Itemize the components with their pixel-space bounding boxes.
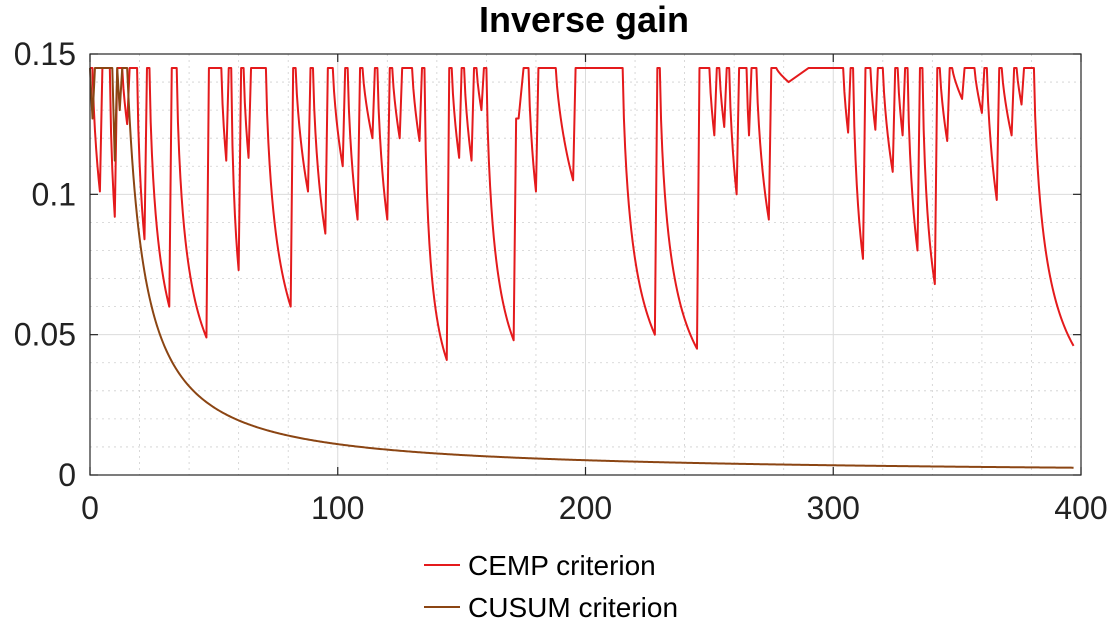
grid	[90, 54, 1081, 475]
x-tick-label: 100	[311, 490, 364, 526]
series-lines	[89, 67, 1075, 469]
legend-label-cusum: CUSUM criterion	[468, 592, 678, 623]
x-tick-label: 400	[1054, 490, 1107, 526]
chart-title: Inverse gain	[479, 0, 689, 40]
x-tick-label: 200	[559, 490, 612, 526]
legend-label-cemp: CEMP criterion	[468, 550, 656, 581]
axis-ticks: 0 100 200 300 400 0 0.05 0.1 0.15	[14, 36, 1108, 526]
x-tick-label: 0	[81, 490, 99, 526]
y-tick-label: 0.15	[14, 36, 76, 72]
y-tick-label: 0.1	[32, 176, 76, 212]
x-tick-label: 300	[807, 490, 860, 526]
y-tick-label: 0	[58, 457, 76, 493]
series-line-cusum	[89, 67, 1074, 469]
y-tick-label: 0.05	[14, 317, 76, 353]
legend: CEMP criterion CUSUM criterion	[424, 550, 678, 623]
series-line-cemp	[90, 67, 1075, 361]
